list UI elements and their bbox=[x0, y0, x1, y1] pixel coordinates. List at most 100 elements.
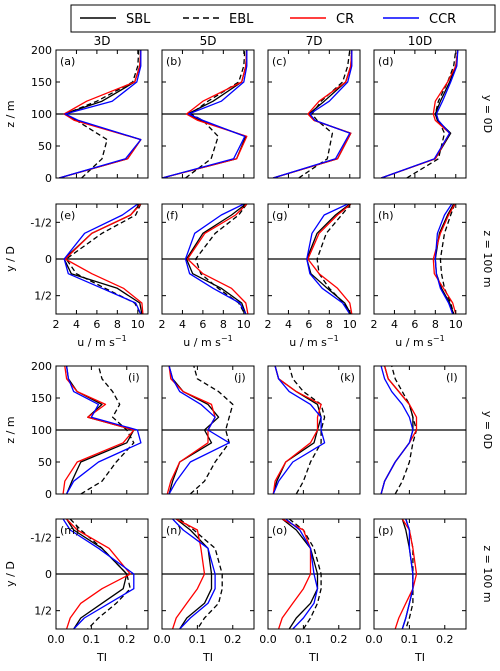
series-line-cr bbox=[272, 366, 322, 494]
x-tick-label: 0.1 bbox=[295, 633, 313, 646]
y-tick-label: 150 bbox=[31, 76, 52, 89]
series-line-sbl bbox=[66, 519, 128, 629]
series-line-ccr bbox=[434, 204, 454, 314]
legend-box bbox=[70, 4, 496, 33]
series-line-ccr bbox=[306, 204, 351, 314]
x-tick-label: 0.0 bbox=[47, 633, 65, 646]
x-tick-label: 8 bbox=[114, 318, 121, 331]
panel-label: (i) bbox=[128, 371, 140, 384]
y-tick-label: -1/2 bbox=[30, 216, 52, 229]
series-line-ccr bbox=[65, 366, 142, 494]
series-line-ebl bbox=[288, 366, 326, 494]
x-axis-label: TI bbox=[414, 651, 425, 664]
series-line-ebl bbox=[405, 519, 414, 629]
x-tick-label: 2 bbox=[265, 318, 272, 331]
series-line-ccr bbox=[401, 519, 414, 629]
y-tick-label: 100 bbox=[31, 108, 52, 121]
panel-j: (j) bbox=[161, 365, 255, 495]
panel-c: (c) 7D bbox=[267, 34, 361, 179]
x-tick-label: 0.2 bbox=[330, 633, 348, 646]
series-line-sbl bbox=[185, 204, 247, 314]
x-axis-label: u / m s−1 bbox=[183, 334, 232, 349]
y-axis-label: z / m bbox=[4, 100, 17, 127]
x-tick-label: 6 bbox=[199, 318, 206, 331]
x-tick-label: 0.0 bbox=[259, 633, 277, 646]
panel-label: (o) bbox=[272, 524, 287, 537]
y-tick-label: 200 bbox=[31, 360, 52, 373]
x-axis-label: TI bbox=[202, 651, 213, 664]
x-tick-label: 0.0 bbox=[365, 633, 383, 646]
column-title-10d: 10D bbox=[408, 34, 433, 48]
y-axis-label: y / D bbox=[4, 246, 17, 272]
y-tick-label: 1/2 bbox=[34, 290, 52, 303]
x-tick-label: 2 bbox=[159, 318, 166, 331]
series-line-sbl bbox=[175, 519, 213, 629]
x-tick-label: 10 bbox=[343, 318, 357, 331]
panel-i: (i) 0 50 100 150 200 bbox=[31, 360, 149, 501]
x-tick-label: 0.2 bbox=[118, 633, 136, 646]
series-line-ebl bbox=[185, 50, 246, 178]
panel-label: (e) bbox=[60, 209, 75, 222]
series-line-cr bbox=[186, 204, 249, 314]
x-tick-label: 2 bbox=[53, 318, 60, 331]
y-tick-label: 0 bbox=[45, 568, 52, 581]
x-tick-label: 6 bbox=[411, 318, 418, 331]
series-line-ebl bbox=[80, 366, 135, 494]
x-tick-label: 6 bbox=[305, 318, 312, 331]
series-line-ccr bbox=[380, 50, 459, 178]
x-tick-label: 0.2 bbox=[436, 633, 454, 646]
series-line-cr bbox=[432, 204, 457, 314]
series-line-cr bbox=[58, 50, 142, 178]
x-axis-label: u / m s−1 bbox=[77, 334, 126, 349]
y-tick-label: 0 bbox=[45, 172, 52, 185]
x-tick-label: 0.1 bbox=[189, 633, 207, 646]
y-tick-label: 50 bbox=[38, 140, 52, 153]
x-tick-label: 0.0 bbox=[153, 633, 171, 646]
panel-label: (m) bbox=[60, 524, 79, 537]
series-line-cr bbox=[272, 50, 353, 178]
panel-k: (k) bbox=[267, 365, 361, 495]
legend-label-ebl: EBL bbox=[229, 12, 254, 27]
legend-label-ccr: CCR bbox=[429, 12, 456, 27]
panel-label: (h) bbox=[378, 209, 394, 222]
x-tick-label: 0.1 bbox=[401, 633, 419, 646]
series-line-ccr bbox=[63, 204, 142, 314]
panel-h: (h) 2 4 6 8 10 u / m s−1 bbox=[371, 203, 467, 349]
series-line-ccr bbox=[168, 366, 230, 494]
x-tick-label: 0.1 bbox=[83, 633, 101, 646]
x-tick-label: 0.2 bbox=[224, 633, 242, 646]
column-title-7d: 7D bbox=[306, 34, 323, 48]
series-line-ebl bbox=[406, 50, 457, 178]
series-line-cr bbox=[162, 50, 248, 178]
y-tick-label: 0 bbox=[45, 253, 52, 266]
series-line-ccr bbox=[272, 366, 326, 494]
y-tick-label: 200 bbox=[31, 44, 52, 57]
panel-a: (a) 0 50 100 150 200 3D bbox=[31, 34, 149, 185]
series-line-ccr bbox=[272, 50, 353, 178]
y-tick-label: 50 bbox=[38, 456, 52, 469]
panel-m: (m) 0.0 0.1 0.2 TI -1/2 0 1/2 bbox=[30, 518, 149, 664]
x-tick-label: 10 bbox=[449, 318, 463, 331]
series-line-sbl bbox=[281, 519, 319, 629]
x-tick-label: 2 bbox=[371, 318, 378, 331]
column-title-5d: 5D bbox=[200, 34, 217, 48]
series-line-cr bbox=[277, 519, 312, 629]
series-line-ccr bbox=[172, 519, 216, 629]
series-line-ebl bbox=[288, 519, 322, 629]
x-tick-label: 4 bbox=[73, 318, 80, 331]
row-title: z = 100 m bbox=[481, 545, 494, 602]
panel-label: (p) bbox=[378, 524, 394, 537]
series-line-ebl bbox=[69, 519, 131, 629]
panel-f: (f) 2 4 6 8 10 u / m s−1 bbox=[159, 203, 255, 349]
series-line-ccr bbox=[285, 519, 319, 629]
x-tick-label: 8 bbox=[432, 318, 439, 331]
x-tick-label: 6 bbox=[93, 318, 100, 331]
panel-label: (a) bbox=[60, 55, 75, 68]
x-axis-label: TI bbox=[308, 651, 319, 664]
panel-label: (j) bbox=[234, 371, 246, 384]
series-line-ccr bbox=[162, 50, 248, 178]
panel-label: (b) bbox=[166, 55, 182, 68]
series-line-ebl bbox=[439, 204, 456, 314]
